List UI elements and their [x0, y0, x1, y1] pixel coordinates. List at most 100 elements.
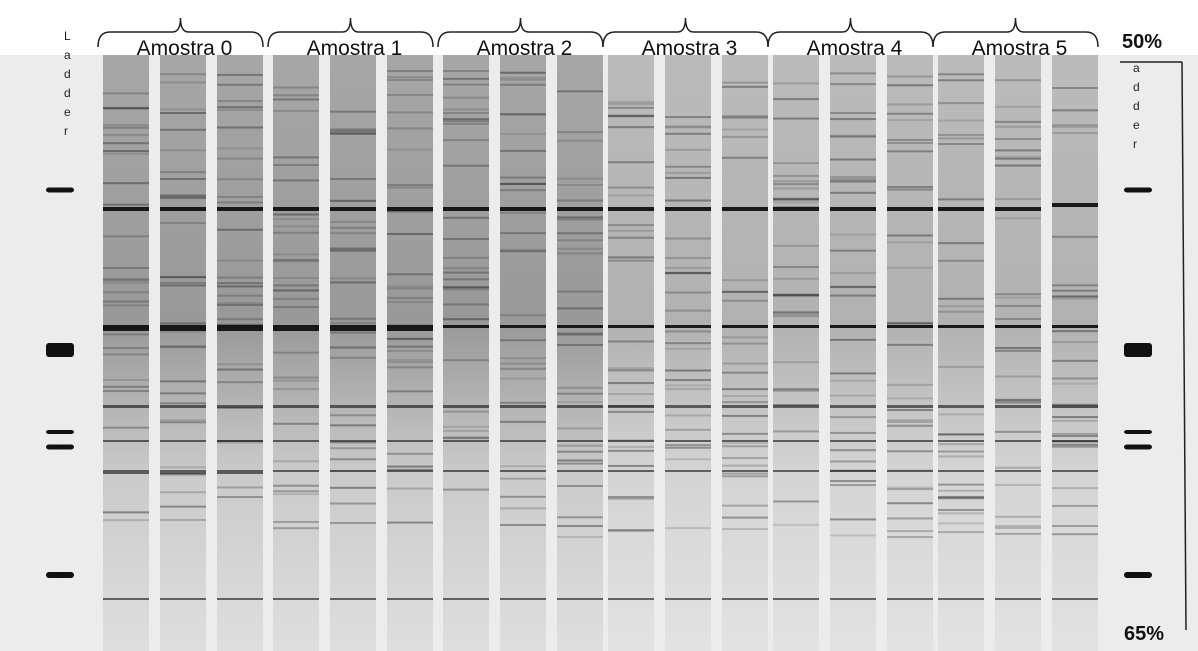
- band: [995, 346, 1041, 349]
- band: [665, 171, 711, 174]
- band: [722, 342, 768, 345]
- band: [938, 470, 984, 472]
- band: [773, 98, 819, 101]
- band: [608, 114, 654, 117]
- band: [160, 197, 206, 200]
- band: [160, 402, 206, 405]
- band: [830, 72, 876, 75]
- band: [217, 108, 263, 111]
- band: [887, 502, 933, 505]
- band: [103, 126, 149, 129]
- band: [387, 148, 433, 151]
- band: [557, 444, 603, 447]
- band: [830, 405, 876, 408]
- band: [330, 220, 376, 223]
- band: [887, 420, 933, 423]
- band: [830, 294, 876, 297]
- band: [103, 470, 149, 474]
- band: [557, 307, 603, 310]
- band: [103, 278, 149, 281]
- band: [608, 598, 654, 600]
- band: [103, 440, 149, 442]
- band: [995, 137, 1041, 140]
- band: [773, 117, 819, 120]
- band: [608, 449, 654, 452]
- ladder-label: e: [64, 105, 71, 119]
- band: [160, 149, 206, 152]
- band: [217, 440, 263, 442]
- band: [557, 325, 603, 328]
- band: [217, 441, 263, 444]
- band: [1052, 289, 1098, 292]
- lane: [722, 55, 768, 651]
- band: [995, 470, 1041, 472]
- band: [387, 287, 433, 290]
- band: [665, 428, 711, 431]
- band: [273, 86, 319, 89]
- band: [273, 306, 319, 309]
- band: [608, 126, 654, 129]
- band: [217, 325, 263, 331]
- band: [557, 290, 603, 293]
- band: [217, 178, 263, 181]
- band: [608, 445, 654, 448]
- band: [665, 309, 711, 312]
- band: [608, 224, 654, 227]
- band: [557, 199, 603, 202]
- band: [500, 149, 546, 152]
- band: [995, 401, 1041, 404]
- band: [330, 424, 376, 427]
- band: [217, 147, 263, 150]
- band: [500, 325, 546, 328]
- band: [608, 405, 654, 408]
- group-label: Amostra 3: [642, 37, 738, 60]
- band: [103, 182, 149, 185]
- band: [500, 598, 546, 600]
- band: [1052, 295, 1098, 298]
- band: [273, 490, 319, 493]
- band: [1052, 330, 1098, 333]
- band: [557, 459, 603, 462]
- band: [887, 470, 933, 472]
- band: [938, 143, 984, 146]
- band: [103, 304, 149, 307]
- lane: [443, 55, 489, 651]
- band: [887, 112, 933, 115]
- band: [273, 388, 319, 391]
- band: [387, 337, 433, 340]
- band: [722, 442, 768, 445]
- band: [608, 369, 654, 372]
- band: [938, 440, 984, 442]
- band: [938, 489, 984, 492]
- band: [830, 112, 876, 115]
- band: [887, 266, 933, 269]
- band: [557, 239, 603, 242]
- band: [103, 291, 149, 294]
- band: [665, 405, 711, 408]
- ladder-label: r: [64, 124, 68, 138]
- band: [608, 340, 654, 343]
- band: [887, 234, 933, 237]
- ladder-label: d: [1133, 99, 1140, 113]
- band: [557, 90, 603, 93]
- band: [938, 310, 984, 313]
- band: [1052, 325, 1098, 328]
- band: [330, 199, 376, 202]
- band: [995, 121, 1041, 124]
- band: [830, 158, 876, 161]
- band: [830, 598, 876, 600]
- band: [722, 475, 768, 478]
- band: [103, 300, 149, 303]
- band: [608, 101, 654, 104]
- band: [557, 535, 603, 538]
- band: [217, 363, 263, 366]
- band: [938, 405, 984, 408]
- band: [500, 176, 546, 179]
- band: [773, 201, 819, 204]
- band: [160, 275, 206, 278]
- band: [217, 318, 263, 321]
- band: [557, 392, 603, 395]
- band: [773, 598, 819, 600]
- band: [160, 345, 206, 348]
- band: [557, 216, 603, 219]
